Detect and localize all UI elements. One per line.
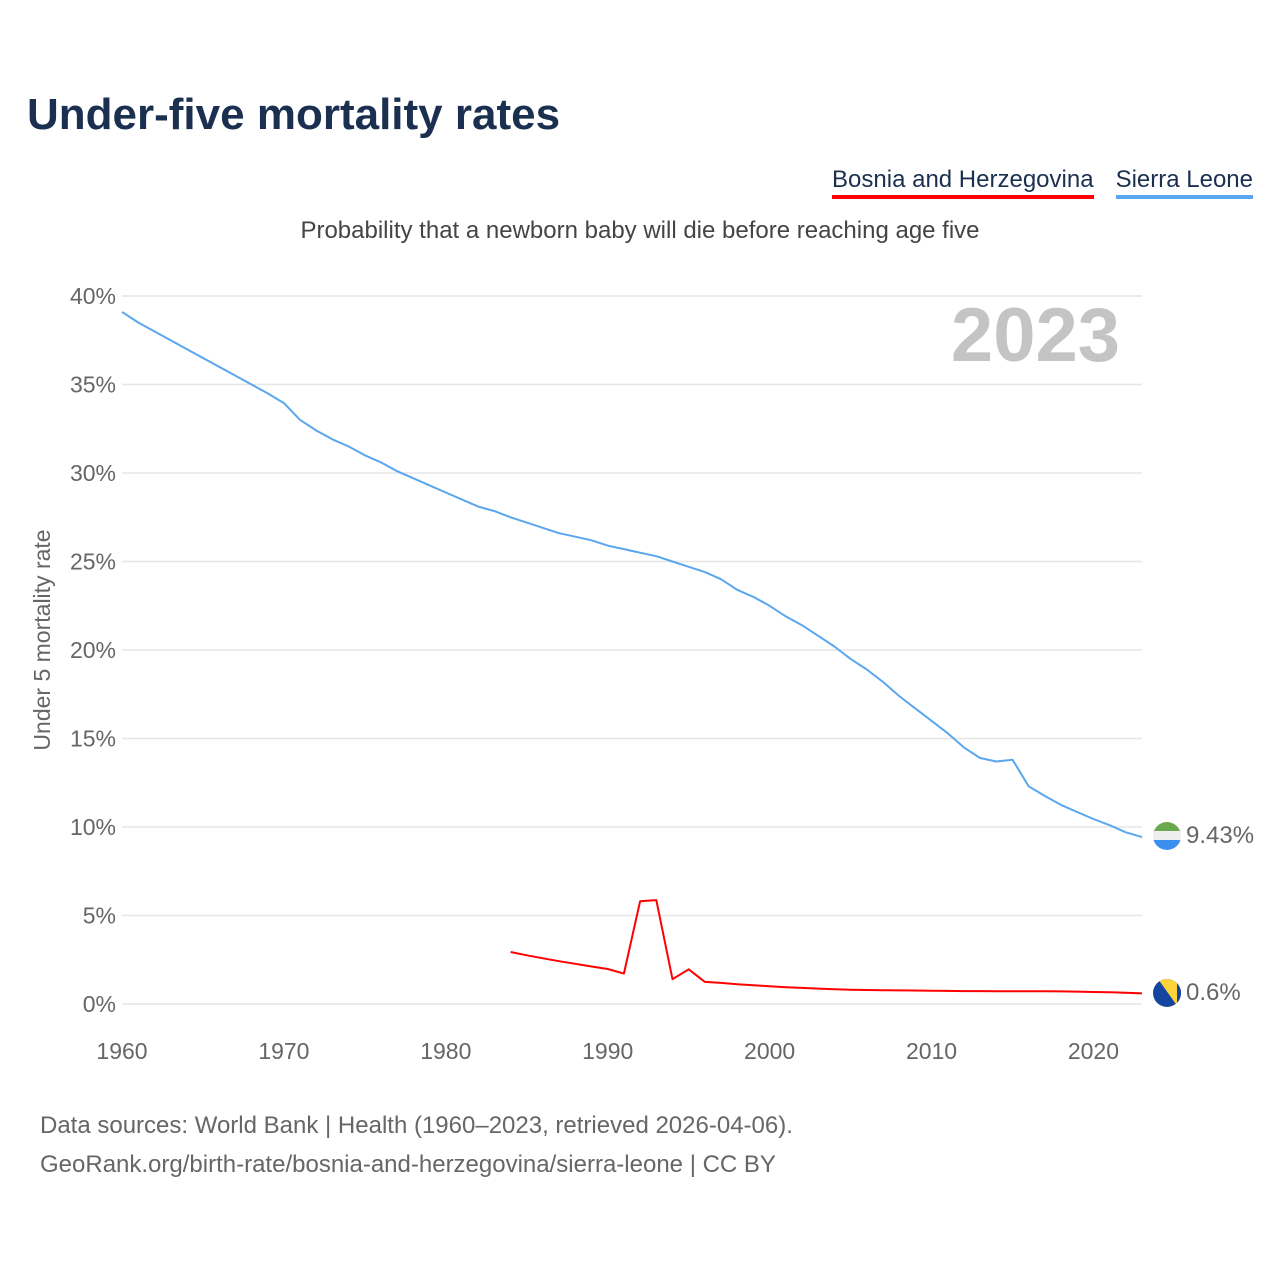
sierra-leone-flag-icon bbox=[1153, 822, 1181, 850]
bosnia-end-label: 0.6% bbox=[1186, 979, 1241, 1006]
y-tick-label: 35% bbox=[70, 372, 116, 398]
data-source-text: Data sources: World Bank | Health (1960–… bbox=[40, 1112, 793, 1139]
sierra-leone-line bbox=[121, 311, 1143, 839]
y-tick-label: 20% bbox=[70, 637, 116, 663]
y-tick-label: 5% bbox=[83, 903, 116, 929]
x-tick-label: 1980 bbox=[420, 1038, 471, 1064]
legend: Bosnia and Herzegovina Sierra Leone bbox=[832, 166, 1253, 199]
x-tick-label: 1960 bbox=[96, 1038, 147, 1064]
y-tick-label: 15% bbox=[70, 726, 116, 752]
y-tick-label: 30% bbox=[70, 460, 116, 486]
bosnia-flag-icon bbox=[1153, 979, 1181, 1007]
x-tick-label: 2010 bbox=[906, 1038, 957, 1064]
x-tick-label: 2020 bbox=[1068, 1038, 1119, 1064]
year-label: 2023 bbox=[951, 293, 1120, 378]
source-url-text: GeoRank.org/birth-rate/bosnia-and-herzeg… bbox=[40, 1151, 776, 1178]
y-tick-label: 25% bbox=[70, 549, 116, 575]
legend-item-sierra-leone[interactable]: Sierra Leone bbox=[1115, 166, 1253, 199]
footer: Data sources: World Bank | Health (1960–… bbox=[40, 1106, 793, 1184]
y-tick-label: 40% bbox=[70, 283, 116, 309]
y-axis-label: Under 5 mortality rate bbox=[29, 529, 55, 750]
legend-item-bosnia[interactable]: Bosnia and Herzegovina bbox=[832, 166, 1094, 199]
y-tick-label: 10% bbox=[70, 814, 116, 840]
x-tick-label: 1970 bbox=[258, 1038, 309, 1064]
y-tick-label: 0% bbox=[83, 991, 116, 1017]
x-tick-label: 1990 bbox=[582, 1038, 633, 1064]
chart-subtitle: Probability that a newborn baby will die… bbox=[300, 217, 980, 244]
x-tick-label: 2000 bbox=[744, 1038, 795, 1064]
bosnia-and-herzegovina-line bbox=[510, 899, 1143, 995]
chart-title: Under-five mortality rates bbox=[27, 90, 561, 139]
sierra-leone-end-label: 9.43% bbox=[1186, 822, 1254, 849]
